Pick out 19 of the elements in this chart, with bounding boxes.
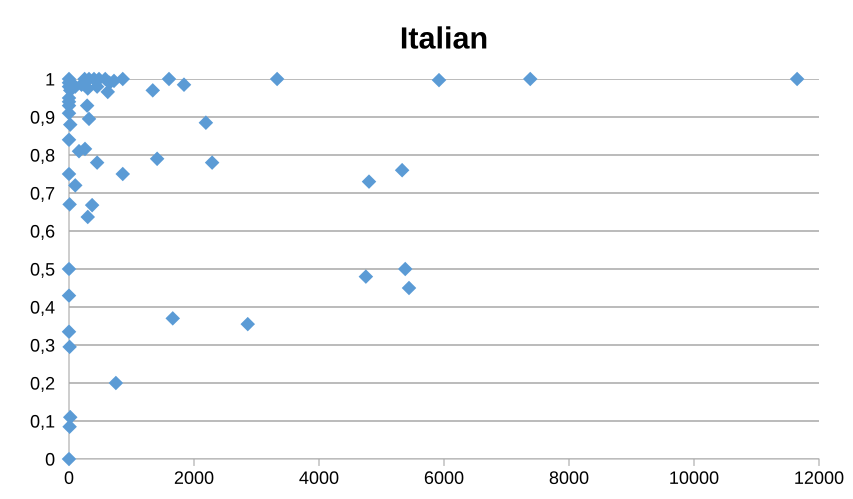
- y-tick-label: 0,5: [30, 262, 54, 278]
- y-tick-label: 0,2: [30, 376, 54, 392]
- x-tick-label: 10000: [670, 471, 718, 484]
- y-tick-label: 0,9: [30, 110, 54, 126]
- y-tick-label: 0,7: [30, 186, 54, 202]
- y-tick-label: 0: [46, 452, 54, 466]
- y-tick-label: 1: [46, 73, 54, 86]
- x-tick-label: 2000: [174, 471, 214, 484]
- y-tick-label: 0,3: [30, 338, 54, 354]
- y-tick-label: 0,8: [30, 148, 54, 164]
- x-tick-label: 6000: [424, 471, 464, 484]
- chart-title: Italian: [402, 26, 486, 49]
- y-tick-label: 0,4: [30, 300, 55, 316]
- x-tick-label: 4000: [299, 471, 338, 484]
- x-tick-label: 8000: [550, 471, 588, 484]
- x-tick-label: 12000: [795, 471, 844, 484]
- y-tick-label: 0,1: [30, 414, 54, 430]
- y-tick-label: 0,6: [30, 224, 54, 240]
- x-tick-label: 0: [64, 471, 74, 484]
